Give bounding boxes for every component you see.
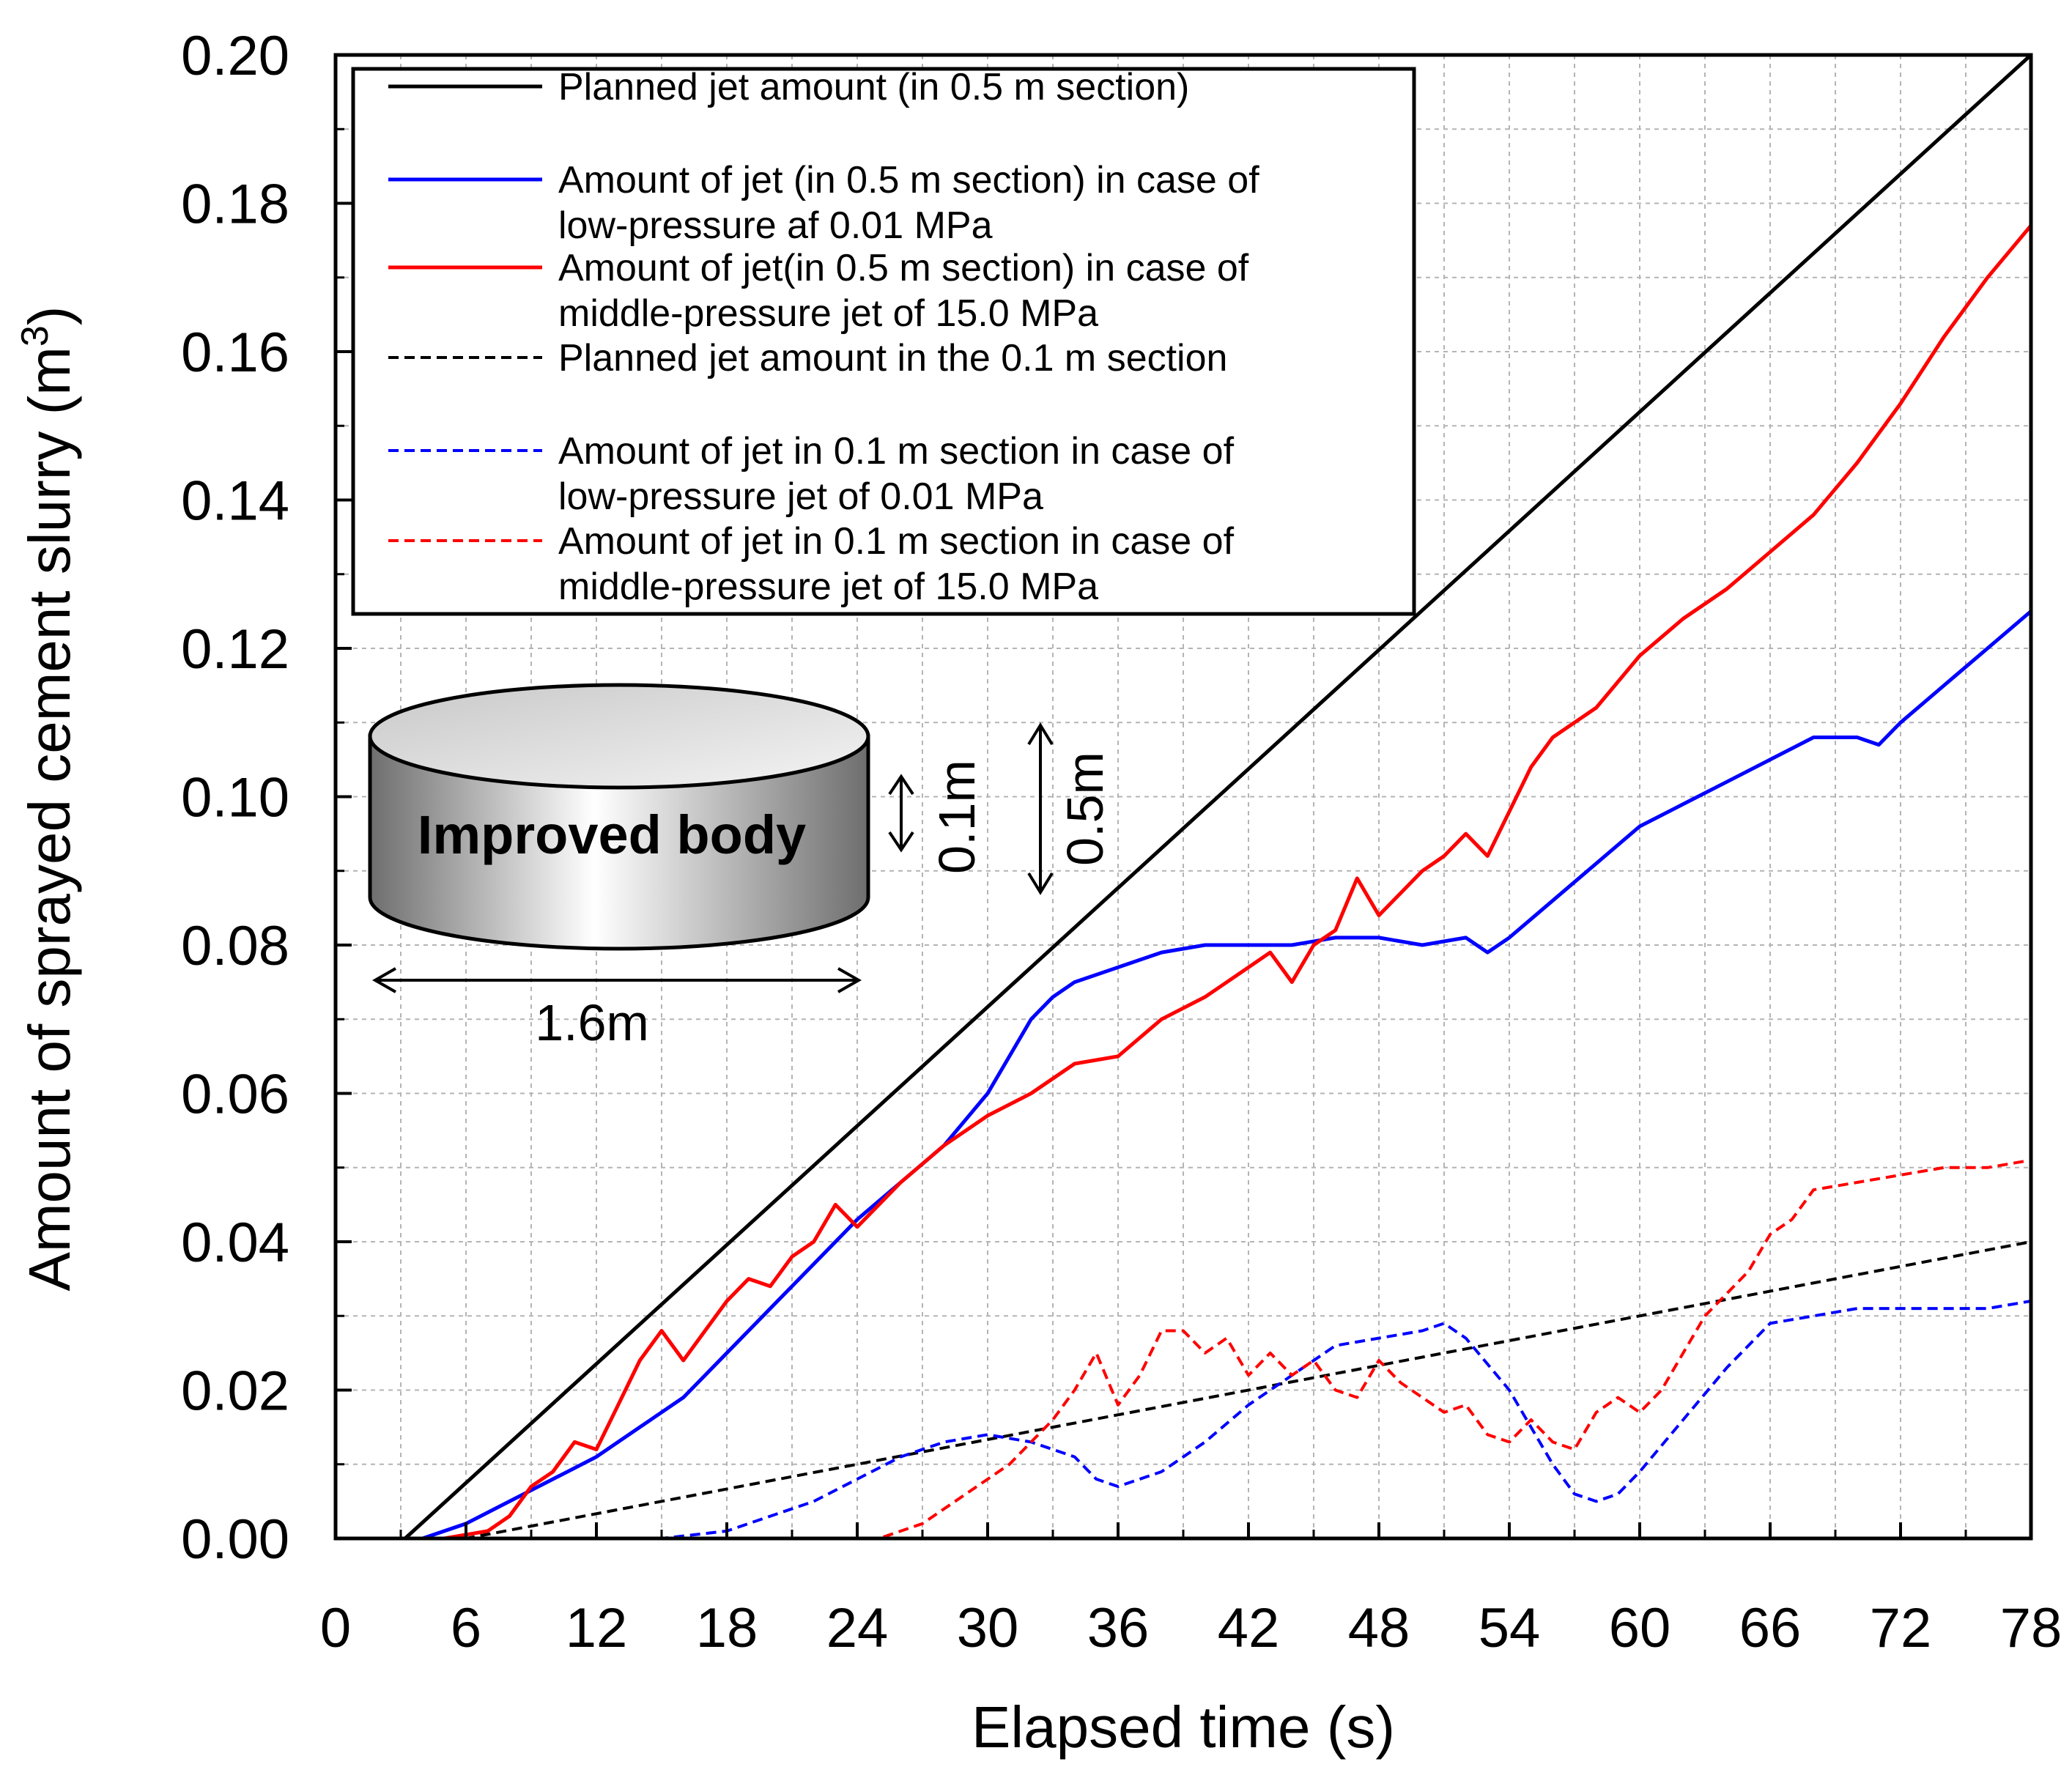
y-tick-label: 0.18: [181, 174, 289, 236]
legend-label-6: Amount of jet in 0.1 m section in case o…: [558, 520, 1235, 563]
x-tick-label: 36: [1087, 1597, 1150, 1659]
legend-label-2: Amount of jet (in 0.5 m section) in case…: [558, 159, 1259, 201]
y-tick-label: 0.10: [181, 767, 289, 829]
legend-label-4: Planned jet amount in the 0.1 m section: [558, 337, 1227, 379]
x-tick-label: 54: [1479, 1597, 1541, 1659]
large-height-label: 0.5m: [1057, 752, 1114, 866]
x-axis-title: Elapsed time (s): [972, 1694, 1395, 1760]
cylinder-top: [368, 683, 870, 790]
legend-label-3: middle-pressure jet of 15.0 MPa: [558, 292, 1098, 335]
y-tick-label: 0.06: [181, 1064, 289, 1126]
inset-diagram: Improved body 1.6m 0.1m 0.5m: [368, 683, 1114, 1051]
legend-label-2: low-pressure af 0.01 MPa: [558, 204, 993, 247]
y-axis-title: Amount of sprayed cement slurry (m3): [14, 306, 82, 1292]
y-tick-label: 0.08: [181, 915, 289, 977]
width-label: 1.6m: [535, 994, 649, 1051]
y-tick-label: 0.02: [181, 1360, 289, 1423]
x-tick-label: 30: [957, 1597, 1019, 1659]
series-line-2: [336, 610, 2032, 1541]
x-tick-label: 48: [1348, 1597, 1410, 1659]
x-tick-label: 72: [1870, 1597, 1932, 1659]
x-tick-label: 78: [2000, 1597, 2062, 1659]
x-tick-label: 66: [1739, 1597, 1802, 1659]
y-tick-label: 0.04: [181, 1212, 289, 1274]
width-dimension-arrow: [371, 967, 862, 993]
x-tick-label: 60: [1609, 1597, 1671, 1659]
series-line-6: [336, 1158, 2032, 1540]
legend-label-6: middle-pressure jet of 15.0 MPa: [558, 566, 1098, 608]
x-tick-label: 0: [320, 1597, 351, 1659]
y-axis-title-main: Amount of sprayed cement slurry (m: [17, 347, 82, 1291]
cylinder-side: [368, 734, 870, 951]
small-height-label: 0.1m: [928, 760, 985, 874]
legend-label-5: low-pressure jet of 0.01 MPa: [558, 475, 1043, 518]
legend: Planned jet amount (in 0.5 m section) Amo…: [351, 66, 1416, 616]
x-tick-label: 6: [451, 1597, 481, 1659]
y-tick-label: 0.16: [181, 322, 289, 384]
large-height-arrow: [1027, 722, 1054, 895]
improved-body-label: Improved body: [418, 804, 806, 865]
legend-label-3: Amount of jet(in 0.5 m section) in case …: [558, 247, 1249, 289]
series-line-5: [336, 1300, 2032, 1540]
y-axis-title-sup: 3: [14, 325, 56, 347]
small-height-arrow: [888, 774, 914, 853]
tick-marks: [334, 53, 2032, 1540]
x-tick-label: 12: [566, 1597, 628, 1659]
x-tick-label: 18: [696, 1597, 758, 1659]
y-axis-title-end: ): [17, 306, 82, 326]
legend-box: [351, 67, 1416, 616]
legend-label-5: Amount of jet in 0.1 m section in case o…: [558, 430, 1235, 473]
tick-labels: 0 6 12 18 24 30 36 42 48 54 60 66 72 78 0.00 0.02 0.04 0.…: [181, 25, 2062, 1659]
y-tick-label: 0.14: [181, 470, 289, 533]
y-tick-label: 0.20: [181, 25, 289, 87]
x-tick-label: 42: [1218, 1597, 1280, 1659]
y-tick-label: 0.00: [181, 1508, 289, 1571]
y-tick-label: 0.12: [181, 618, 289, 681]
legend-label-1: Planned jet amount (in 0.5 m section): [558, 66, 1189, 108]
x-tick-label: 24: [826, 1597, 889, 1659]
series-line-3: [336, 224, 2032, 1541]
